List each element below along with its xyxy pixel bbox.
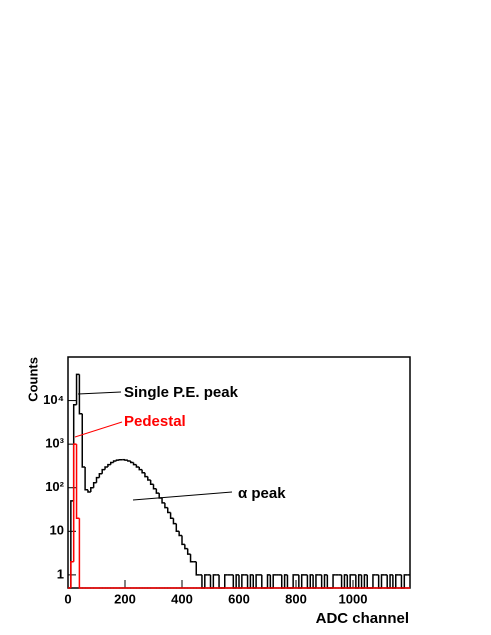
- histogram-bin: [332, 574, 336, 588]
- histogram-bin: [266, 574, 271, 588]
- histogram-bin: [357, 574, 362, 588]
- histogram-bin: [84, 466, 88, 491]
- histogram-bin: [235, 574, 239, 588]
- histogram-bin: [152, 484, 157, 490]
- histogram-bin: [172, 518, 177, 525]
- histogram-bin: [178, 531, 182, 537]
- histogram-bin: [204, 574, 208, 588]
- histogram-bin: [315, 574, 319, 588]
- histogram-bin: [186, 548, 191, 555]
- annotation-line: [132, 491, 233, 501]
- y-tick-label: 10⁴: [43, 392, 64, 407]
- histogram-bin: [380, 574, 385, 588]
- histogram-bin: [72, 443, 77, 562]
- histogram-bin: [363, 574, 368, 588]
- histogram-bin: [75, 444, 80, 519]
- histogram-bin: [112, 460, 117, 463]
- histogram-bin: [104, 466, 108, 470]
- histogram-bin: [115, 459, 120, 462]
- histogram-bin: [101, 468, 106, 474]
- histogram-bin: [107, 463, 111, 467]
- histogram-bin: [218, 574, 222, 589]
- histogram-bin: [70, 561, 74, 588]
- histogram-bin: [161, 498, 165, 504]
- histogram-bin: [283, 574, 288, 588]
- histogram-bin: [389, 574, 393, 588]
- histogram-bin: [323, 574, 328, 588]
- annotation: Pedestal: [124, 413, 186, 430]
- y-axis-label: Counts: [25, 357, 40, 402]
- histogram-bin: [181, 535, 185, 546]
- y-tick-label: 1: [57, 566, 64, 581]
- histogram-bin: [132, 462, 137, 466]
- histogram-bin: [81, 413, 86, 468]
- x-tick-label: 1000: [339, 591, 368, 606]
- histogram-bin: [343, 574, 348, 588]
- histogram-bin: [249, 574, 254, 588]
- histogram-bin: [164, 502, 168, 509]
- histogram-bin: [135, 464, 140, 468]
- histogram-bin: [241, 574, 245, 588]
- histogram-bin: [255, 574, 259, 588]
- histogram-bin: [300, 574, 305, 588]
- x-tick-label: 600: [228, 591, 250, 606]
- histogram-bin: [212, 574, 217, 588]
- histogram-bin: [195, 561, 200, 576]
- histogram-bin: [98, 472, 103, 478]
- histogram-bin: [224, 574, 228, 588]
- histogram-bin: [144, 472, 148, 478]
- histogram-bin: [272, 574, 277, 588]
- x-tick-label: 400: [171, 591, 193, 606]
- histogram-bin: [175, 523, 180, 533]
- histogram-bin: [184, 544, 188, 550]
- histogram-bin: [90, 486, 94, 492]
- histogram-bin: [349, 574, 353, 588]
- histogram-bin: [70, 500, 74, 588]
- y-tick-label: 10: [50, 523, 64, 538]
- x-tick-label: 200: [114, 591, 136, 606]
- annotation-line: [74, 421, 123, 438]
- annotation: α peak: [238, 485, 286, 502]
- histogram-bin: [261, 574, 265, 589]
- histogram-bin: [326, 574, 331, 589]
- x-tick-label: 800: [285, 591, 307, 606]
- histogram-bin: [78, 518, 83, 589]
- histogram-bin: [403, 574, 408, 588]
- x-axis-label: ADC channel: [316, 610, 409, 627]
- histogram-bin: [149, 480, 154, 486]
- histogram-bin: [129, 461, 134, 464]
- histogram-bin: [95, 476, 100, 483]
- histogram-bin: [366, 574, 371, 589]
- histogram-bin: [110, 461, 114, 465]
- histogram-bin: [127, 460, 131, 462]
- histogram-bin: [292, 574, 296, 588]
- histogram-bin: [78, 374, 83, 415]
- histogram-bin: [75, 373, 80, 405]
- histogram-bin: [141, 469, 145, 474]
- annotation: Single P.E. peak: [124, 384, 239, 401]
- histogram-bin: [286, 574, 291, 589]
- histogram-bin: [309, 574, 314, 588]
- histogram-bin: [87, 489, 91, 493]
- histogram-bin: [138, 466, 143, 471]
- histogram-bin: [92, 482, 97, 488]
- histogram-bin: [155, 488, 160, 494]
- y-tick-label: 10³: [45, 436, 64, 451]
- histogram-bin: [372, 574, 376, 588]
- x-tick-label: 0: [64, 591, 71, 606]
- y-tick-label: 10²: [45, 479, 64, 494]
- histogram-bin: [167, 507, 171, 514]
- histogram-bin: [147, 476, 151, 481]
- histogram-bin: [189, 554, 194, 563]
- histogram-bin: [169, 512, 174, 519]
- annotation-line: [77, 391, 122, 395]
- histogram-bin: [395, 574, 399, 588]
